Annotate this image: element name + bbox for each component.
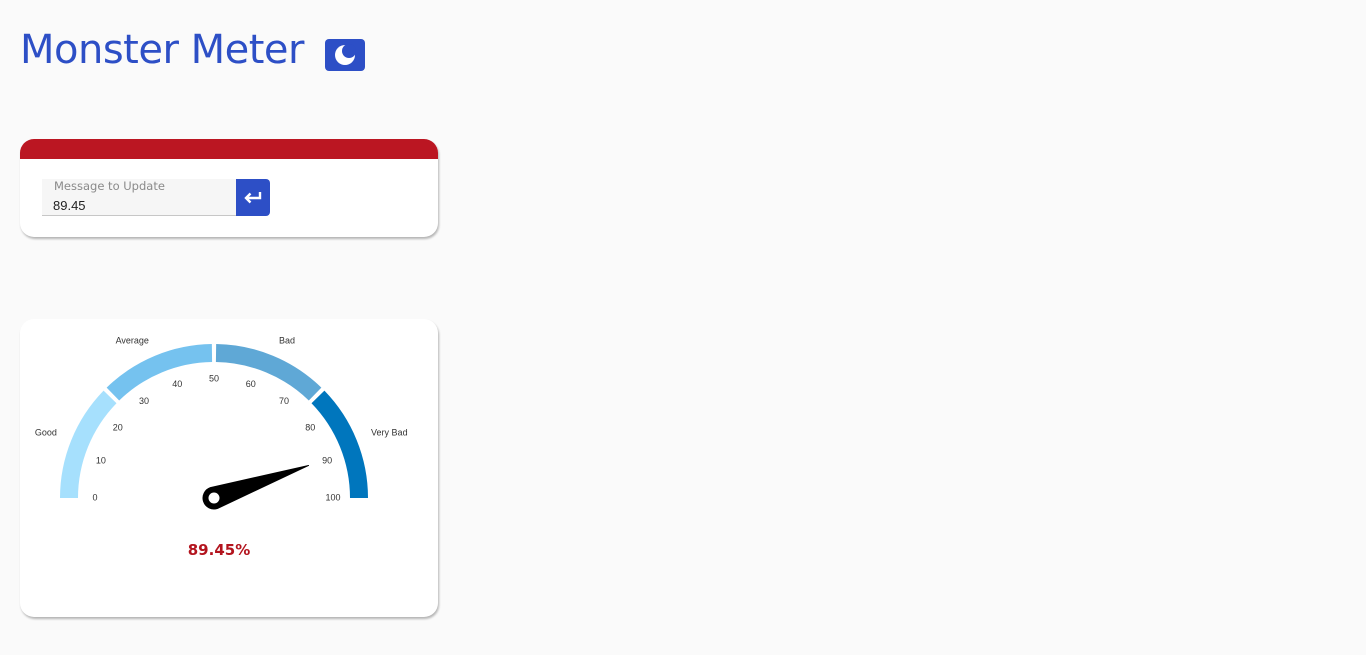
gauge-needle bbox=[203, 465, 309, 509]
gauge-tick-label: 70 bbox=[279, 396, 289, 406]
gauge-band-average bbox=[107, 344, 212, 400]
gauge-tick-label: 20 bbox=[113, 422, 123, 432]
gauge-band-label: Good bbox=[35, 427, 57, 437]
message-field[interactable]: Message to Update bbox=[42, 179, 236, 216]
gauge-tick-label: 30 bbox=[139, 396, 149, 406]
gauge-band-good bbox=[60, 391, 116, 498]
gauge-band-label: Bad bbox=[279, 335, 295, 345]
gauge-value-label: 89.45% bbox=[20, 541, 418, 559]
gauge-card: 0 10 20 30 40 50 60 70 80 90 100 Good Average Bad Ver… bbox=[20, 319, 438, 617]
message-card: Message to Update bbox=[20, 139, 438, 237]
gauge-band-label: Very Bad bbox=[371, 427, 408, 437]
moon-icon bbox=[334, 44, 356, 66]
gauge-tick-label: 40 bbox=[172, 379, 182, 389]
gauge-tick-label: 0 bbox=[92, 492, 97, 502]
gauge-band-bad bbox=[216, 344, 321, 400]
gauge-chart: 0 10 20 30 40 50 60 70 80 90 100 Good Average Bad Ver… bbox=[20, 319, 438, 617]
theme-toggle-button[interactable] bbox=[325, 39, 365, 71]
message-field-label: Message to Update bbox=[54, 179, 165, 193]
gauge-tick-label: 10 bbox=[96, 456, 106, 466]
gauge-tick-label: 80 bbox=[305, 422, 315, 432]
gauge-tick-label: 60 bbox=[246, 379, 256, 389]
gauge-needle-hub bbox=[209, 493, 220, 504]
message-input[interactable] bbox=[53, 196, 228, 214]
card-header-band bbox=[20, 139, 438, 159]
gauge-band-very-bad bbox=[312, 391, 368, 498]
submit-button[interactable] bbox=[236, 179, 270, 216]
page-title: Monster Meter bbox=[20, 24, 304, 76]
gauge-tick-label: 50 bbox=[209, 373, 219, 383]
app-header: Monster Meter bbox=[20, 24, 365, 76]
gauge-tick-label: 100 bbox=[325, 492, 340, 502]
gauge-band-label: Average bbox=[116, 335, 149, 345]
enter-arrow-icon bbox=[243, 191, 263, 205]
gauge-tick-label: 90 bbox=[322, 456, 332, 466]
